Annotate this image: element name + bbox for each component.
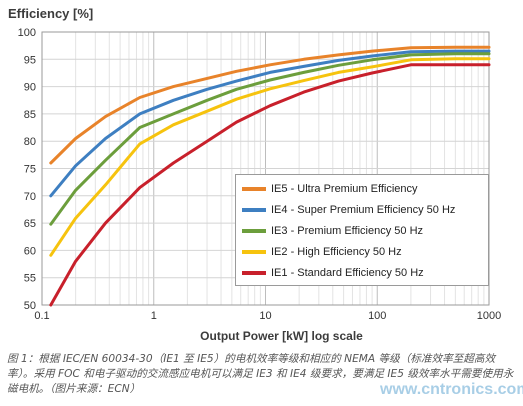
y-tick-label: 95 [24,54,36,66]
y-tick-label: 100 [18,27,36,39]
legend-label: IE5 - Ultra Premium Efficiency [271,182,418,195]
legend-swatch [242,207,266,212]
legend-label: IE1 - Standard Efficiency 50 Hz [271,266,424,279]
legend-swatch [242,228,266,233]
x-tick-label: 0.1 [34,310,49,322]
legend-label: IE3 - Premium Efficiency 50 Hz [271,224,424,237]
series-line-4 [49,57,491,257]
watermark: www.cntronics.com [380,381,523,398]
y-tick-label: 50 [24,300,36,312]
legend-item-ie5: IE5 - Ultra Premium Efficiency [242,178,482,199]
y-tick-label: 70 [24,191,36,203]
legend-label: IE4 - Super Premium Efficiency 50 Hz [271,203,456,216]
series-line-2 [49,49,491,198]
plot-frame [41,31,490,306]
legend-swatch [242,186,266,191]
legend-item-ie4: IE4 - Super Premium Efficiency 50 Hz [242,199,482,220]
y-tick-label: 80 [24,136,36,148]
series-line-1 [49,45,491,165]
legend-item-ie1: IE1 - Standard Efficiency 50 Hz [242,262,482,283]
x-axis-title: Output Power [kW] log scale [200,329,363,343]
y-tick-label: 65 [24,218,36,230]
y-tick-label: 85 [24,109,36,121]
series-line-5 [49,63,491,307]
legend-item-ie3: IE3 - Premium Efficiency 50 Hz [242,220,482,241]
x-tick-label: 1000 [477,310,501,322]
legend-swatch [242,249,266,254]
legend-item-ie2: IE2 - High Efficiency 50 Hz [242,241,482,262]
x-tick-label: 100 [368,310,386,322]
series-line-3 [49,52,491,226]
y-axis-title: Efficiency [%] [8,6,94,21]
x-tick-label: 10 [259,310,271,322]
y-tick-label: 90 [24,82,36,94]
figure-caption: 图 1：根据 IEC/EN 60034-30（IE1 至 IE5）的电机效率等级… [7,353,514,395]
chart-legend: IE5 - Ultra Premium Efficiency IE4 - Sup… [235,174,489,286]
x-tick-label: 1 [151,310,157,322]
legend-label: IE2 - High Efficiency 50 Hz [271,245,402,258]
y-tick-label: 60 [24,245,36,257]
y-tick-label: 75 [24,164,36,176]
legend-swatch [242,270,266,275]
y-tick-label: 55 [24,273,36,285]
